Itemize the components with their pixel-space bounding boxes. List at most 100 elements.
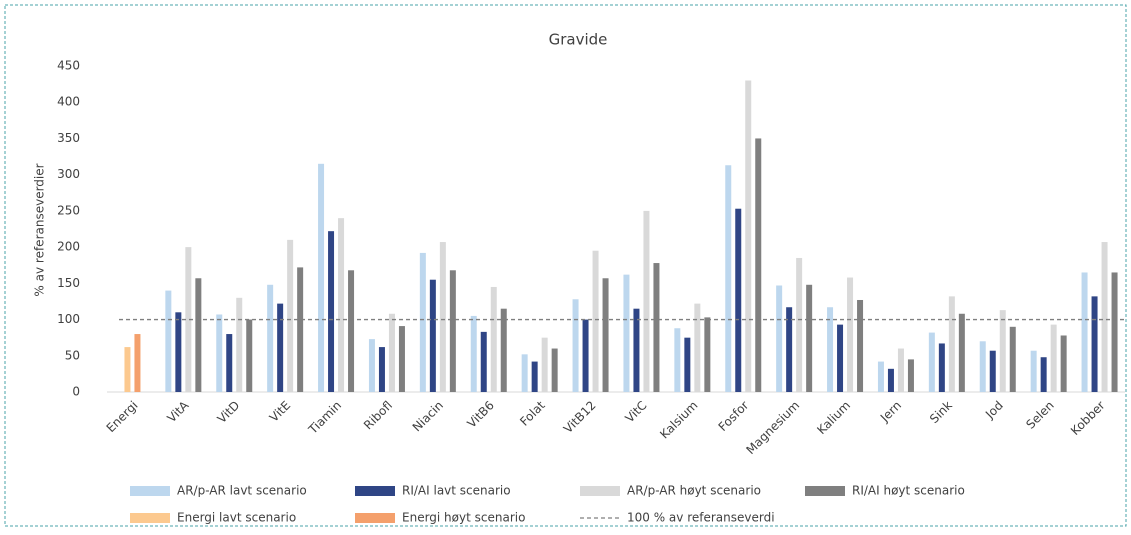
bar — [1050, 324, 1057, 392]
legend-label: 100 % av referanseverdi — [627, 511, 775, 525]
bar — [989, 350, 996, 392]
bar — [633, 308, 640, 392]
bar — [602, 278, 609, 392]
bar — [653, 263, 660, 392]
bar — [806, 284, 813, 392]
bar — [907, 359, 914, 392]
bar — [958, 313, 965, 392]
y-tick-label: 300 — [57, 167, 80, 181]
legend-label: RI/AI lavt scenario — [402, 484, 511, 498]
bar — [735, 208, 742, 392]
bar — [776, 285, 783, 392]
bar — [480, 331, 487, 392]
x-tick-label: Niacin — [410, 398, 446, 434]
x-tick-label: Tiamin — [305, 398, 344, 437]
x-tick-label: VitE — [267, 398, 294, 425]
bar — [1030, 350, 1037, 392]
bar — [1040, 357, 1047, 392]
bar — [877, 361, 884, 392]
bar — [745, 80, 752, 392]
bar — [857, 299, 864, 392]
y-tick-label: 450 — [57, 59, 80, 73]
y-tick-label: 50 — [65, 348, 80, 362]
bar — [175, 312, 182, 392]
legend-swatch — [805, 486, 845, 496]
x-tick-label: Energi — [104, 398, 141, 435]
legend-label: AR/p-AR høyt scenario — [627, 484, 761, 498]
bar — [368, 339, 375, 392]
bar — [847, 277, 854, 392]
bar — [979, 341, 986, 392]
bar — [531, 361, 538, 392]
bar — [786, 307, 793, 392]
y-tick-label: 150 — [57, 276, 80, 290]
bar — [684, 337, 691, 392]
bar — [328, 231, 335, 392]
bar — [124, 347, 131, 392]
x-tick-label: VitC — [622, 398, 649, 425]
bar — [1060, 335, 1067, 392]
bar — [470, 315, 477, 392]
x-tick-label: Kalium — [814, 398, 853, 437]
bar — [287, 239, 294, 392]
bar — [1101, 242, 1108, 392]
bar — [704, 317, 711, 392]
legend-label: RI/AI høyt scenario — [852, 484, 965, 498]
bar — [388, 313, 395, 392]
x-tick-label: Jern — [877, 398, 904, 425]
bar — [674, 328, 681, 392]
bar — [1009, 326, 1016, 392]
bar — [938, 343, 945, 392]
x-tick-label: Magnesium — [743, 398, 802, 457]
bar — [541, 337, 548, 392]
bar — [398, 326, 405, 392]
bar — [226, 334, 233, 392]
y-axis-label: % av referanseverdier — [33, 163, 47, 296]
legend-swatch — [355, 513, 395, 523]
bar — [897, 348, 904, 392]
bar — [643, 210, 650, 392]
x-tick-label: VitD — [215, 398, 243, 426]
bar — [755, 138, 762, 392]
bar — [165, 290, 172, 392]
chart-title: Gravide — [549, 31, 608, 49]
bar — [1081, 272, 1088, 392]
x-tick-label: Fosfor — [716, 398, 752, 434]
bar — [277, 303, 284, 392]
bar — [216, 314, 223, 392]
bar — [1091, 296, 1098, 392]
bar — [439, 242, 446, 392]
x-tick-label: Folat — [517, 398, 548, 429]
x-tick-label: Sink — [927, 398, 955, 426]
bar — [449, 270, 456, 392]
y-tick-label: 400 — [57, 95, 80, 109]
x-tick-label: Jod — [982, 398, 1006, 422]
bar — [887, 368, 894, 392]
bar — [195, 278, 202, 392]
bar — [948, 296, 955, 392]
x-tick-label: Kobber — [1068, 398, 1108, 438]
bar — [267, 284, 274, 392]
bar — [236, 297, 243, 392]
bar — [338, 218, 345, 392]
y-tick-label: 100 — [57, 312, 80, 326]
legend-swatch — [580, 486, 620, 496]
legend-swatch — [130, 513, 170, 523]
y-tick-label: 250 — [57, 203, 80, 217]
bar — [592, 250, 599, 392]
bar — [551, 348, 558, 392]
x-tick-label: VitB12 — [561, 398, 599, 436]
y-tick-label: 0 — [72, 385, 80, 399]
x-tick-label: VitA — [164, 398, 192, 426]
x-tick-label: Kalsium — [657, 398, 700, 441]
x-tick-label: Ribofl — [361, 398, 395, 432]
bar — [134, 334, 141, 392]
legend-swatch — [130, 486, 170, 496]
bar — [500, 308, 507, 392]
bar — [582, 319, 589, 392]
bar — [796, 257, 803, 392]
bar — [725, 165, 732, 392]
bar — [694, 303, 701, 392]
bar — [1111, 272, 1118, 392]
bar — [928, 332, 935, 392]
